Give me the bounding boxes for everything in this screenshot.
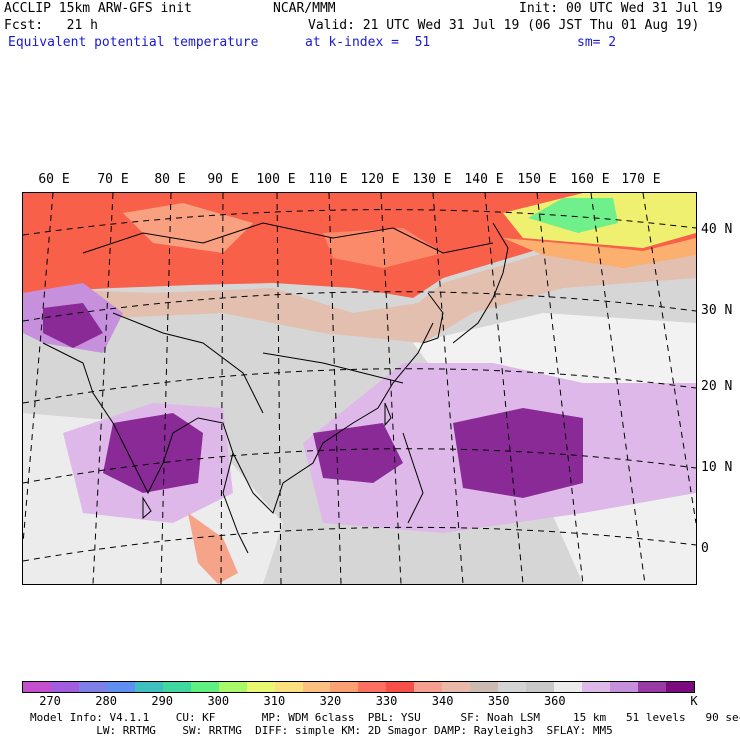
model-title: ACCLIP 15km ARW-GFS init (4, 1, 192, 16)
lat-label: 40 N (701, 222, 733, 237)
lat-label: 30 N (701, 303, 733, 318)
coastline-malay-peninsula (222, 452, 249, 554)
graticule (23, 193, 696, 584)
colorbar-swatch (470, 682, 499, 692)
colorbar-swatch (554, 682, 583, 692)
colorbar-tick-label: 270 (39, 694, 61, 708)
field-name: Equivalent potential temperature (8, 35, 259, 50)
field-dark-purple-patch (313, 423, 403, 483)
colorbar-unit: K (690, 694, 698, 708)
colorbar-tick-label: 290 (151, 694, 174, 708)
colorbar-swatch (218, 682, 247, 692)
lon-label: 110 E (308, 172, 348, 187)
graticule-lon-line (642, 193, 696, 524)
colorbar (22, 681, 695, 693)
field-dark-purple-patch (453, 408, 583, 498)
colorbar-swatch (50, 682, 79, 692)
lon-label: 150 E (517, 172, 557, 187)
field-dark-purple-patch (103, 413, 203, 493)
theta-e-field-map (23, 193, 696, 584)
colorbar-swatch (414, 682, 443, 692)
model-info-line2: LW: RRTMG SW: RRTMG DIFF: simple KM: 2D … (30, 724, 613, 737)
colorbar-swatch (498, 682, 527, 692)
colorbar-swatch (582, 682, 611, 692)
border-line (82, 222, 494, 254)
coastline-sri-lanka (142, 496, 152, 520)
field-beige-band (23, 248, 696, 343)
coastline-taiwan (384, 402, 392, 427)
organization-label: NCAR/MMM (273, 1, 336, 16)
coastline-korea (422, 292, 444, 344)
lat-label: 10 N (701, 460, 733, 475)
field-salmon-patch (123, 203, 253, 253)
field-salmon-patch (188, 513, 238, 584)
lat-label: 20 N (701, 379, 733, 394)
colorbar-swatch (23, 682, 51, 692)
forecast-hour: Fcst: 21 h (4, 18, 98, 33)
colorbar-swatch (442, 682, 471, 692)
field-dark-purple-patch (43, 303, 103, 348)
lon-label: 70 E (97, 172, 129, 187)
lon-label: 120 E (360, 172, 400, 187)
valid-time: Valid: 21 UTC Wed 31 Jul 19 (06 JST Thu … (308, 18, 700, 33)
colorbar-swatch (386, 682, 415, 692)
lon-label: 60 E (38, 172, 70, 187)
colorbar-tick-label: 300 (207, 694, 230, 708)
coastlines (42, 222, 509, 554)
colorbar-tick-label: 340 (431, 694, 454, 708)
field-green-patch (528, 198, 618, 233)
colorbar-tick-label: 320 (319, 694, 342, 708)
colorbar-tick-label: 280 (95, 694, 117, 708)
colorbar-swatch (134, 682, 163, 692)
colorbar-swatch (330, 682, 359, 692)
colorbar-swatch (106, 682, 135, 692)
colorbar-swatch (162, 682, 191, 692)
border-line (112, 312, 264, 414)
coastline-philippines (402, 432, 424, 524)
colorbar-swatch (302, 682, 331, 692)
colorbar-swatch (246, 682, 275, 692)
lon-label: 100 E (256, 172, 296, 187)
init-time: Init: 00 UTC Wed 31 Jul 19 (519, 1, 723, 16)
colorbar-tick-label: 360 (543, 694, 566, 708)
lat-label: 0 (701, 541, 709, 556)
colorbar-swatch (190, 682, 219, 692)
colorbar-swatch (274, 682, 303, 692)
coastline-japan (452, 222, 509, 344)
smoothing-info: sm= 2 (577, 35, 617, 50)
colorbar-tick-label: 330 (375, 694, 398, 708)
level-info: at k-index = 51 (305, 35, 431, 50)
colorbar-tick-label: 310 (263, 694, 286, 708)
graticule-lon-line (23, 193, 54, 544)
colorbar-swatch (610, 682, 638, 692)
colorbar-swatch (358, 682, 387, 692)
lon-label: 170 E (621, 172, 661, 187)
lon-label: 80 E (154, 172, 186, 187)
colorbar-tick-label: 350 (487, 694, 510, 708)
lon-label: 140 E (464, 172, 504, 187)
coastline-indian-subcontinent (42, 342, 199, 495)
map-panel (22, 192, 697, 585)
lon-label: 90 E (207, 172, 239, 187)
colorbar-swatch (78, 682, 107, 692)
colorbar-swatch (637, 682, 666, 692)
border-line (262, 352, 404, 384)
lon-label: 130 E (412, 172, 452, 187)
model-info-line1: Model Info: V4.1.1 CU: KF MP: WDM 6class… (30, 711, 740, 724)
colorbar-swatch (526, 682, 555, 692)
lon-label: 160 E (570, 172, 610, 187)
colorbar-swatch (665, 682, 694, 692)
